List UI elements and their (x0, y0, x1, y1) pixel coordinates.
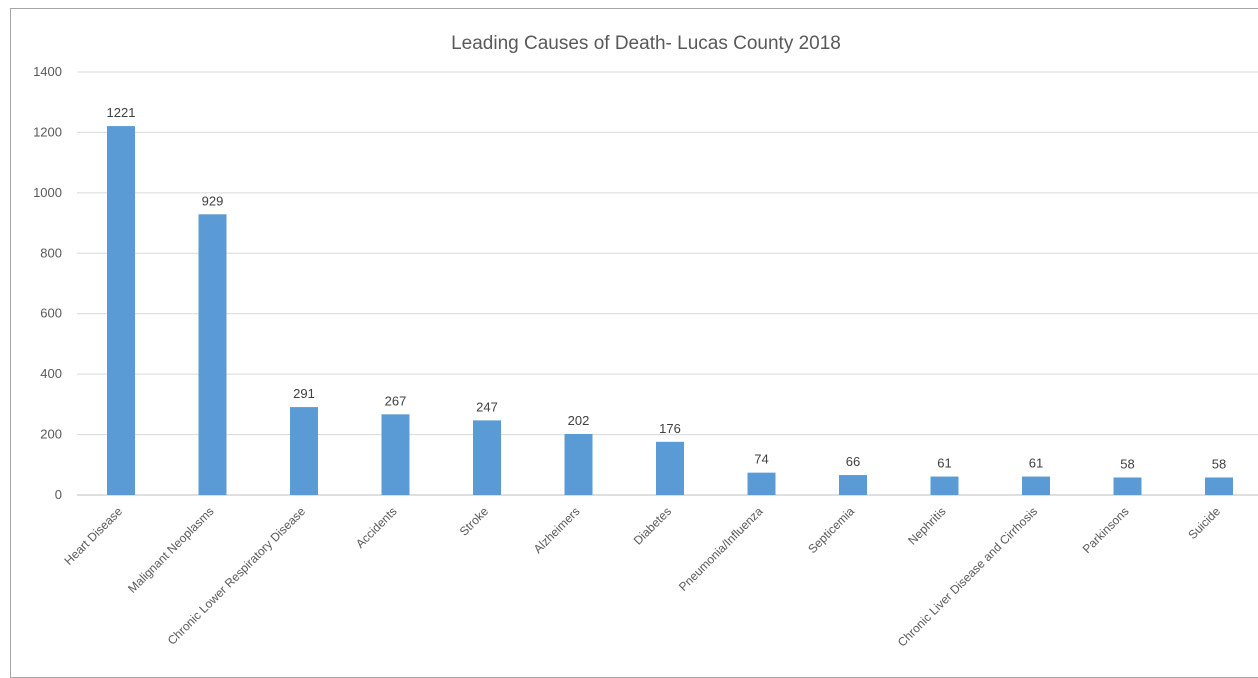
category-label: Alzheimers (531, 504, 583, 556)
data-label: 58 (1120, 456, 1134, 471)
data-labels: 1221 929 291 267 247 202 176 74 66 61 61 58 58 (107, 105, 1227, 471)
y-tick-label: 400 (40, 366, 62, 381)
bar (656, 441, 684, 495)
bar (473, 420, 501, 495)
category-label: Nephritis (905, 504, 948, 547)
category-label: Heart Disease (61, 504, 125, 568)
category-label: Malignant Neoplasms (125, 504, 216, 595)
category-label: Septicemia (805, 504, 857, 556)
bar (1022, 476, 1050, 495)
bar (839, 475, 867, 495)
bar (107, 126, 135, 496)
y-tick-label: 1000 (33, 185, 62, 200)
bar (930, 476, 959, 495)
y-tick-label: 200 (40, 427, 62, 442)
y-tick-label: 800 (40, 245, 62, 260)
category-label: Accidents (353, 504, 400, 551)
data-label: 58 (1212, 456, 1226, 471)
x-axis-labels: Heart Disease Malignant NeoplasmsChronic … (61, 504, 1223, 649)
category-label: Suicide (1185, 504, 1223, 542)
bars (107, 126, 1233, 496)
data-label: 291 (293, 386, 315, 401)
data-label: 74 (754, 452, 768, 467)
category-label: Pneumonia/Influenza (676, 504, 766, 594)
data-label: 61 (937, 456, 951, 471)
data-label: 929 (202, 193, 224, 208)
data-label: 267 (385, 393, 407, 408)
bar (290, 407, 318, 495)
y-tick-label: 600 (40, 306, 62, 321)
bar (1205, 477, 1233, 495)
data-label: 66 (846, 454, 860, 469)
chart-title: Leading Causes of Death- Lucas County 20… (451, 33, 841, 54)
category-label: Parkinsons (1080, 504, 1132, 556)
bar (381, 414, 410, 495)
data-label: 176 (659, 421, 681, 436)
y-tick-label: 0 (55, 487, 62, 502)
bar (747, 472, 776, 495)
bar (198, 214, 227, 496)
y-tick-label: 1400 (33, 64, 62, 79)
data-label: 202 (568, 413, 590, 428)
data-label: 61 (1029, 456, 1043, 471)
data-label: 247 (476, 399, 498, 414)
category-label: Stroke (457, 504, 492, 539)
category-label: Diabetes (631, 504, 674, 547)
data-label: 1221 (107, 105, 136, 120)
bar (564, 433, 593, 495)
y-axis-ticks: 0 200 400 600 800 1000 1200 1400 (33, 64, 62, 502)
y-tick-label: 1200 (33, 124, 62, 139)
bar (1113, 477, 1142, 495)
